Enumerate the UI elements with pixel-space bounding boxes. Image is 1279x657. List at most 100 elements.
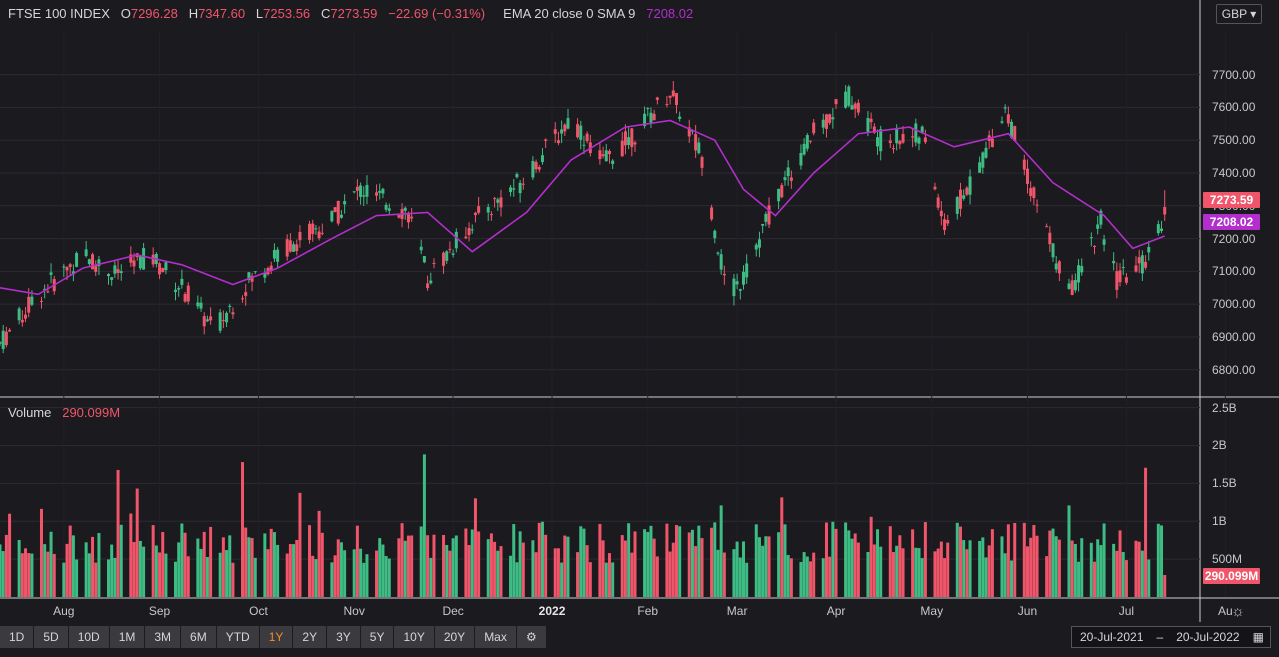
volume-bar [298, 492, 302, 597]
range-button-3y[interactable]: 3Y [327, 626, 361, 648]
volume-bar [1096, 539, 1100, 597]
candle-body [1003, 107, 1007, 109]
candle-body [767, 205, 771, 225]
date-range-picker[interactable]: 20-Jul-2021 – 20-Jul-2022 ▦ [1071, 626, 1271, 648]
volume-bar [521, 542, 525, 597]
volume-bar [579, 526, 583, 597]
candle-body [809, 140, 813, 142]
time-tick-label: Jul [1118, 604, 1135, 618]
volume-bar [151, 525, 155, 597]
time-zone-icon[interactable]: ☼ [1231, 603, 1245, 620]
candle-body [445, 251, 449, 261]
range-button-ytd[interactable]: YTD [216, 626, 260, 648]
candle-body [936, 197, 940, 208]
volume-bar [1013, 522, 1017, 597]
volume-bar [158, 552, 162, 597]
volume-bar [228, 535, 232, 597]
volume-bar [687, 532, 691, 597]
date-to: 20-Jul-2022 [1176, 630, 1240, 644]
currency-selector[interactable]: GBP ▾ [1216, 4, 1262, 24]
candle-body [68, 264, 72, 267]
candle-body [850, 105, 854, 110]
range-button-20y[interactable]: 20Y [434, 626, 476, 648]
range-button-5y[interactable]: 5Y [360, 626, 395, 648]
candle-body [879, 129, 883, 152]
candle-body [292, 244, 296, 252]
volume-bar [946, 542, 950, 597]
range-button-1m[interactable]: 1M [109, 626, 146, 648]
close-label: C [321, 6, 331, 21]
time-tick-label: Aug [53, 604, 75, 618]
candle-body [1137, 257, 1141, 264]
candle-body [521, 183, 525, 185]
candle-body [911, 136, 915, 138]
range-button-max[interactable]: Max [475, 626, 517, 648]
range-button-2y[interactable]: 2Y [293, 626, 328, 648]
gear-icon[interactable]: ⚙ [516, 626, 547, 648]
volume-bar [955, 522, 959, 597]
last-price-badge: 7273.59 [1203, 192, 1260, 208]
volume-bar [588, 562, 592, 597]
candle-body [914, 123, 918, 143]
volume-bar [1137, 541, 1141, 597]
volume-bar [786, 555, 790, 597]
volume-bar [49, 531, 53, 597]
volume-bar [649, 525, 653, 597]
candle-body [1022, 159, 1026, 170]
volume-bar [623, 540, 627, 597]
range-button-3m[interactable]: 3M [145, 626, 182, 648]
candle-body [359, 185, 363, 197]
volume-bar [1144, 467, 1148, 597]
volume-bar [678, 526, 682, 597]
candle-body [537, 167, 541, 170]
volume-bar [802, 552, 806, 597]
range-button-1d[interactable]: 1D [0, 626, 35, 648]
candle-body [738, 289, 742, 291]
candle-body [990, 138, 994, 148]
volume-bar [400, 523, 404, 597]
candle-body [719, 254, 723, 270]
volume-bar [314, 559, 318, 597]
candle-body [129, 254, 133, 263]
volume-bar [853, 533, 857, 597]
volume-bar [263, 533, 267, 597]
volume-bar [84, 542, 88, 597]
candle-body [1118, 270, 1122, 283]
volume-bar [665, 523, 669, 597]
candle-body [209, 316, 213, 321]
time-tick-label: Jun [1017, 604, 1038, 618]
volume-bar [272, 532, 276, 597]
candle-body [576, 124, 580, 138]
volume-bar [968, 540, 972, 597]
candle-body [161, 267, 165, 272]
candle-body [735, 281, 739, 285]
candle-body [429, 280, 433, 284]
volume-bar [1000, 536, 1004, 597]
candle-body [164, 262, 168, 271]
calendar-icon[interactable]: ▦ [1252, 630, 1264, 644]
volume-tick-label: 1.5B [1212, 476, 1237, 491]
candle-body [965, 187, 969, 195]
candle-body [1057, 261, 1061, 274]
candle-body [754, 244, 758, 250]
candle-body [604, 150, 608, 162]
volume-bar [477, 531, 481, 597]
volume-bar [429, 557, 433, 597]
volume-bar [250, 538, 254, 597]
volume-bar [116, 469, 120, 597]
candle-body [317, 231, 321, 239]
price-tick-label: 7400.00 [1212, 166, 1256, 180]
volume-bar [422, 454, 426, 597]
volume-bar [330, 562, 334, 597]
indicator-label: EMA 20 close 0 SMA 9 [503, 6, 636, 21]
candle-body [1124, 277, 1128, 283]
range-button-10d[interactable]: 10D [68, 626, 110, 648]
range-button-6m[interactable]: 6M [181, 626, 217, 648]
candle-body [668, 95, 672, 98]
candle-body [678, 116, 682, 119]
range-button-10y[interactable]: 10Y [394, 626, 435, 648]
range-button-1y[interactable]: 1Y [259, 626, 294, 648]
candle-body [43, 288, 47, 291]
range-button-5d[interactable]: 5D [34, 626, 69, 648]
